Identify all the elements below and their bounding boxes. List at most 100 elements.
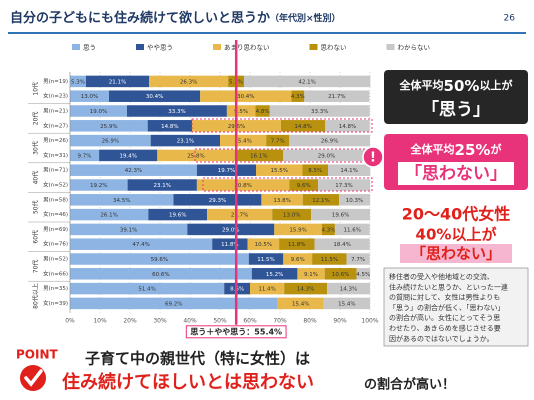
note-line: 因があるのではないでしょうか。 — [389, 334, 494, 343]
legend-label: 思わない — [321, 44, 347, 52]
y-tick-label: 女(n=39) — [43, 299, 68, 307]
bar-segment — [269, 105, 370, 117]
legend-label: やや思う — [147, 44, 173, 52]
value-label: 60.6% — [152, 272, 169, 278]
group-label: 10代 — [32, 82, 40, 96]
legend-swatch — [386, 44, 395, 50]
slide-title: 自分の子どもにも住み続けて欲しいと思うか（年代別×性別） — [10, 10, 341, 26]
value-label: 7.7% — [351, 257, 365, 263]
y-tick-label: 女(n=52) — [43, 181, 68, 189]
bar-segment — [250, 282, 285, 295]
bar-segment — [283, 253, 313, 265]
value-label: 15.2% — [266, 272, 283, 278]
point-label: POINT — [16, 348, 59, 362]
value-label: 33.3% — [168, 109, 185, 115]
value-label: 5.3% — [71, 79, 85, 85]
note-line: の質問に対して、女性は男性よりも — [389, 293, 500, 302]
value-label: 29.3% — [209, 198, 226, 204]
value-label: 19.6% — [332, 213, 349, 219]
value-label: 10.3% — [346, 198, 363, 204]
value-label: 19.2% — [90, 183, 107, 189]
value-label: 19.7% — [218, 168, 235, 174]
bar-segment — [99, 149, 158, 162]
bar-segment — [302, 194, 340, 206]
value-label: 15.4% — [292, 301, 309, 307]
bar-segment — [70, 120, 148, 132]
value-label: 11.6% — [344, 227, 361, 233]
value-label: 7.7% — [271, 139, 285, 145]
value-label: 12.1% — [312, 198, 329, 204]
value-label: 9.6% — [291, 257, 305, 263]
group-label: 20代 — [32, 112, 40, 126]
bar-segment — [322, 223, 335, 236]
y-tick-label: 女(n=66) — [43, 269, 68, 277]
x-tick-label: 30% — [153, 317, 167, 324]
bar-segment — [277, 297, 324, 310]
note-line: の割合が高い。女性にとってそう思 — [389, 313, 500, 322]
value-label: 4.3% — [291, 94, 305, 100]
group-label: 60代 — [32, 230, 40, 244]
highlight-box — [194, 148, 373, 163]
alert-mark: ! — [370, 151, 376, 166]
bar-segment — [187, 223, 275, 236]
value-label: 14.3% — [340, 287, 357, 293]
bar-segment — [255, 105, 270, 117]
y-tick-label: 男(n=69) — [43, 226, 68, 233]
value-label: 14.8% — [161, 124, 178, 130]
value-label: 39.1% — [120, 227, 137, 233]
box1-line1: 全体平均50%以上が — [399, 77, 513, 95]
bar-segment — [70, 75, 86, 88]
x-tick-label: 0% — [65, 317, 75, 324]
y-tick-label: 男(n=71) — [43, 167, 68, 174]
bar-segment — [70, 268, 252, 280]
bar-segment — [334, 223, 370, 236]
value-label: 15.5% — [271, 168, 288, 174]
bar-segment — [173, 194, 262, 206]
y-tick-label: 男(n=52) — [43, 256, 68, 263]
bar-segment — [280, 120, 326, 132]
bar-segment — [304, 90, 370, 102]
bar-segment — [149, 75, 229, 88]
value-label: 19.6% — [169, 213, 186, 219]
value-label: 15.9% — [289, 227, 306, 233]
bar-segment — [70, 297, 278, 310]
bar-segment — [346, 253, 370, 265]
value-label: 4.5% — [356, 272, 370, 278]
value-label: 14.1% — [340, 168, 357, 174]
bar-segment — [148, 208, 208, 221]
bar-segment — [283, 149, 370, 162]
legend-swatch — [136, 44, 144, 50]
note-line: 「思う」の割合が低く、「思わない」 — [389, 303, 505, 312]
value-label: 69.2% — [165, 301, 182, 307]
highlight-line3: 「思わない」 — [411, 245, 501, 263]
x-tick-label: 20% — [123, 317, 137, 324]
bar-segment — [70, 238, 213, 250]
title-sub: （年代別×性別） — [270, 12, 341, 24]
bar-segment — [311, 208, 370, 221]
value-label: 13.8% — [273, 198, 290, 204]
value-label: 11.8% — [288, 242, 305, 248]
value-label: 17.3% — [335, 183, 352, 189]
group-label: 30代 — [32, 141, 40, 155]
y-tick-label: 女(n=23) — [43, 92, 68, 100]
value-label: 25.9% — [100, 124, 117, 130]
bar-segment — [70, 194, 174, 206]
legend-label: わからない — [398, 44, 431, 52]
value-label: 11.4% — [258, 287, 275, 293]
x-tick-label: 70% — [273, 317, 287, 324]
bar-segment — [157, 149, 235, 162]
value-label: 4.3% — [321, 227, 335, 233]
y-tick-label: 男(n=35) — [43, 285, 68, 292]
bar-segment — [272, 208, 312, 221]
legend-swatch — [72, 44, 80, 50]
text-part: 全体平均 — [410, 142, 455, 156]
value-label: 26.9% — [321, 139, 338, 145]
x-tick-label: 60% — [243, 317, 257, 324]
title-main: 自分の子どもにも住み続けて欲しいと思うか — [10, 10, 270, 26]
box2-line2: 「思わない」 — [405, 163, 507, 184]
bar-segment — [261, 194, 303, 206]
value-label: 9.6% — [297, 183, 311, 189]
bar-segment — [324, 268, 357, 280]
value-label: 4.8% — [256, 109, 270, 115]
value-label: 30.8% — [234, 183, 251, 189]
